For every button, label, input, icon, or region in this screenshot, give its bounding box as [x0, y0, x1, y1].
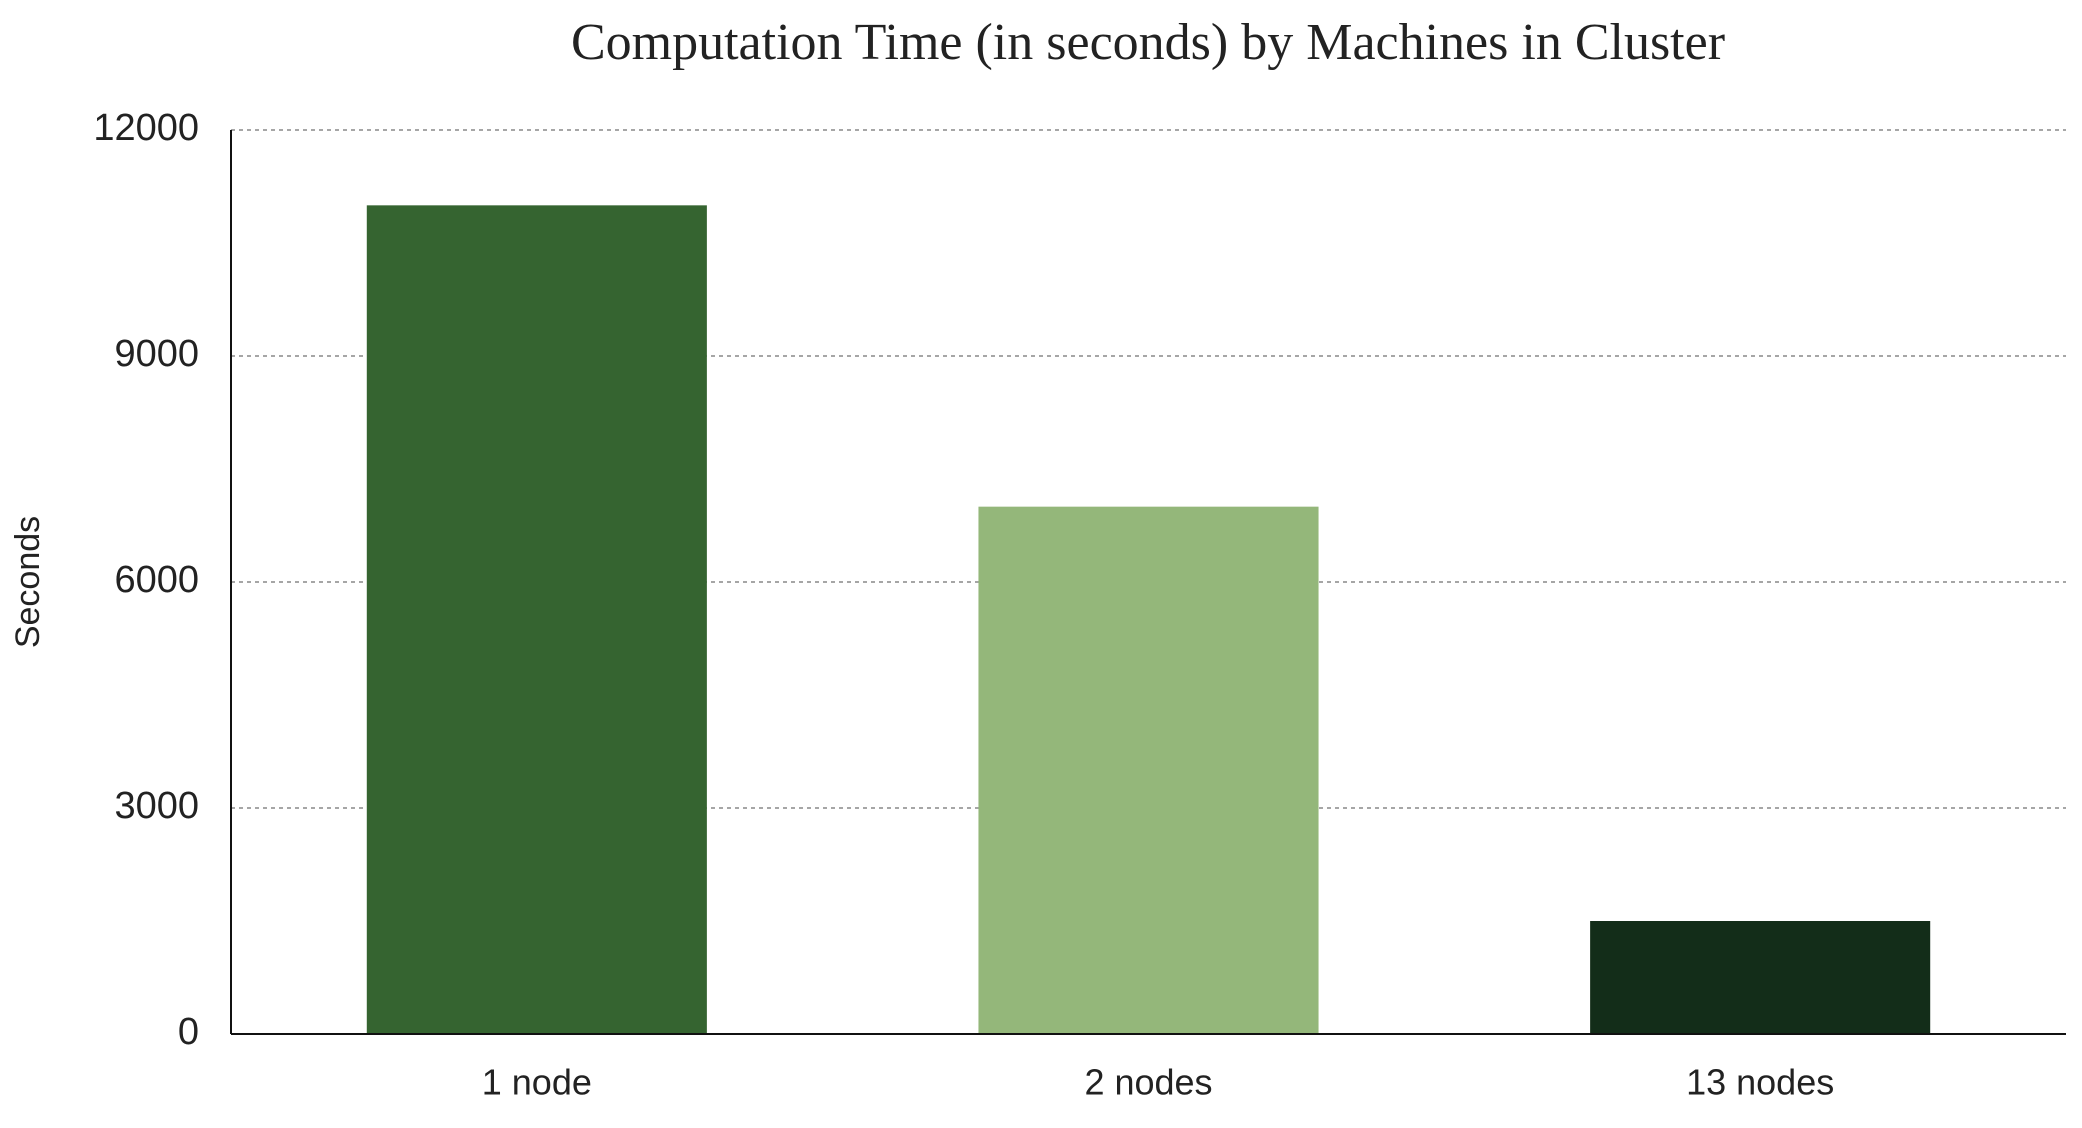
y-tick-label: 3000: [114, 785, 199, 827]
x-tick-label: 13 nodes: [1686, 1062, 1834, 1103]
y-tick-label: 6000: [114, 559, 199, 601]
x-tick-label: 2 nodes: [1084, 1062, 1212, 1103]
bar: [1590, 921, 1931, 1034]
y-tick-label: 9000: [114, 333, 199, 375]
bar: [978, 506, 1319, 1035]
y-tick-label: 12000: [93, 107, 199, 149]
y-axis-label: Seconds: [9, 516, 47, 648]
x-tick-label: 1 node: [482, 1062, 592, 1103]
y-tick-label: 0: [178, 1011, 199, 1053]
chart-title: Computation Time (in seconds) by Machine…: [571, 14, 1725, 71]
bar: [366, 205, 707, 1035]
